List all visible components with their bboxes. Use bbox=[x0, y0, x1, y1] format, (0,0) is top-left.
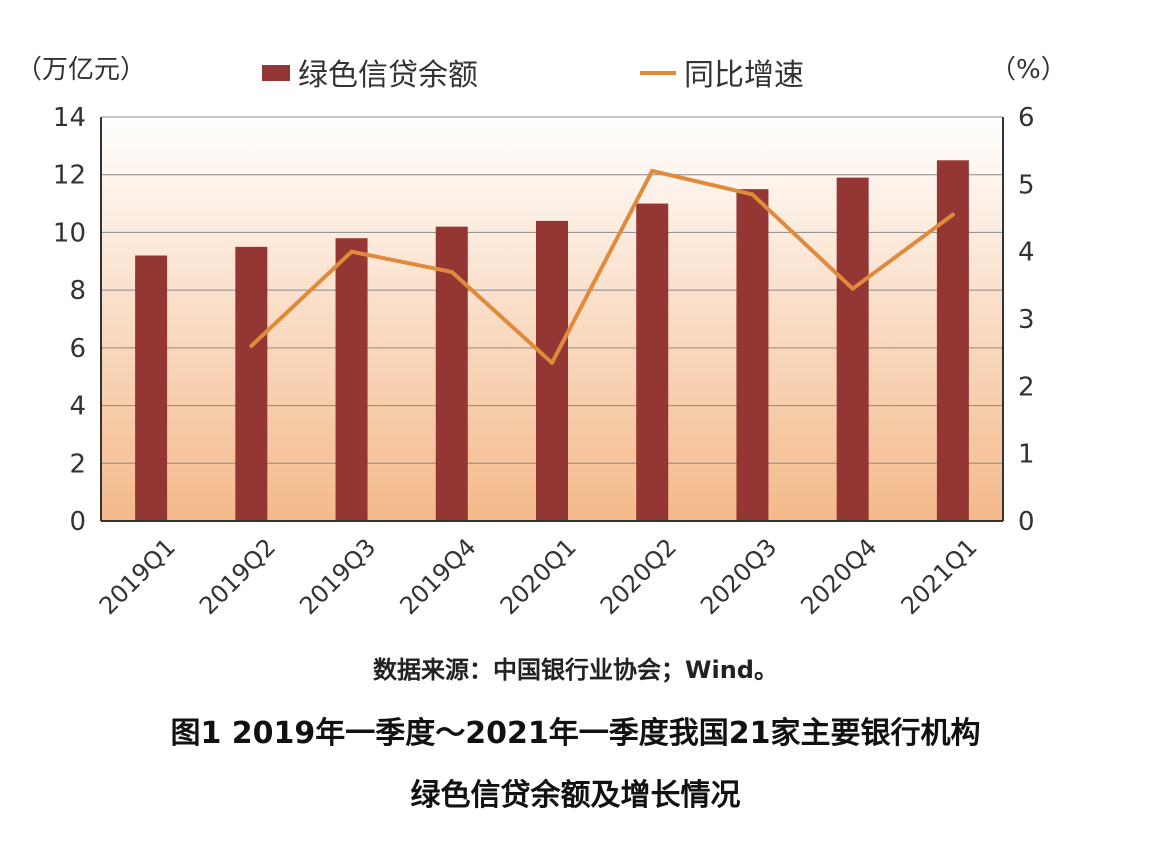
line-point bbox=[750, 192, 755, 197]
y-left-tick-label: 10 bbox=[53, 218, 86, 248]
y-left-tick-label: 6 bbox=[69, 334, 86, 364]
source-note: 数据来源：中国银行业协会；Wind。 bbox=[373, 656, 778, 684]
x-tick-label: 2019Q2 bbox=[194, 533, 281, 620]
y-right-tick-label: 0 bbox=[1018, 507, 1035, 537]
x-tick-label: 2020Q3 bbox=[695, 533, 782, 620]
bar bbox=[135, 255, 168, 521]
x-tick-label: 2019Q1 bbox=[94, 533, 181, 620]
line-point bbox=[349, 249, 354, 254]
y-left-tick-label: 8 bbox=[69, 276, 86, 306]
line-point bbox=[650, 168, 655, 173]
legend-line-label: 同比增速 bbox=[684, 58, 804, 93]
legend-bar-swatch bbox=[262, 65, 290, 81]
line-point bbox=[950, 212, 955, 217]
x-tick-label: 2019Q4 bbox=[394, 533, 481, 620]
bar bbox=[335, 238, 368, 521]
bar bbox=[736, 189, 769, 521]
y-left-tick-label: 12 bbox=[53, 161, 86, 191]
growth-line bbox=[249, 168, 955, 365]
x-tick-label: 2019Q3 bbox=[294, 533, 381, 620]
y-right-tick-label: 3 bbox=[1018, 305, 1035, 335]
figure-caption-line2: 绿色信贷余额及增长情况 bbox=[410, 778, 741, 813]
bar-series bbox=[135, 160, 969, 522]
y-right-tick-label: 4 bbox=[1018, 238, 1035, 268]
line-point bbox=[550, 360, 554, 365]
x-tick-label: 2020Q1 bbox=[495, 533, 582, 620]
bar bbox=[636, 203, 669, 522]
y-right-tick-label: 2 bbox=[1018, 372, 1035, 402]
y-left-tick-label: 2 bbox=[69, 449, 86, 479]
y-right-tick-label: 5 bbox=[1018, 170, 1035, 200]
bar bbox=[836, 177, 869, 521]
x-tick-label: 2020Q4 bbox=[795, 533, 882, 620]
axes bbox=[100, 116, 1004, 522]
bar bbox=[536, 220, 568, 521]
y-left-tick-label: 14 bbox=[53, 103, 86, 133]
figure-caption-line1: 图1 2019年一季度～2021年一季度我国21家主要银行机构 bbox=[170, 716, 981, 751]
x-tick-label: 2021Q1 bbox=[896, 533, 983, 620]
y-right-tick-label: 6 bbox=[1018, 103, 1035, 133]
bar bbox=[435, 226, 468, 521]
line-point bbox=[449, 269, 454, 274]
line-series bbox=[249, 168, 955, 365]
line-point bbox=[850, 286, 855, 291]
legend: 绿色信贷余额 同比增速 bbox=[262, 58, 804, 93]
y-right-tick-label: 1 bbox=[1018, 440, 1035, 470]
line-point bbox=[249, 343, 254, 348]
bar bbox=[235, 246, 268, 521]
y-left-tick-label: 4 bbox=[69, 392, 86, 422]
y-axis-right-label: （%） bbox=[990, 55, 1067, 85]
legend-bar-label: 绿色信贷余额 bbox=[298, 58, 478, 93]
y-axis-left-label: （万亿元） bbox=[16, 55, 146, 85]
y-left-tick-label: 0 bbox=[69, 507, 86, 537]
x-tick-label: 2020Q2 bbox=[595, 533, 682, 620]
